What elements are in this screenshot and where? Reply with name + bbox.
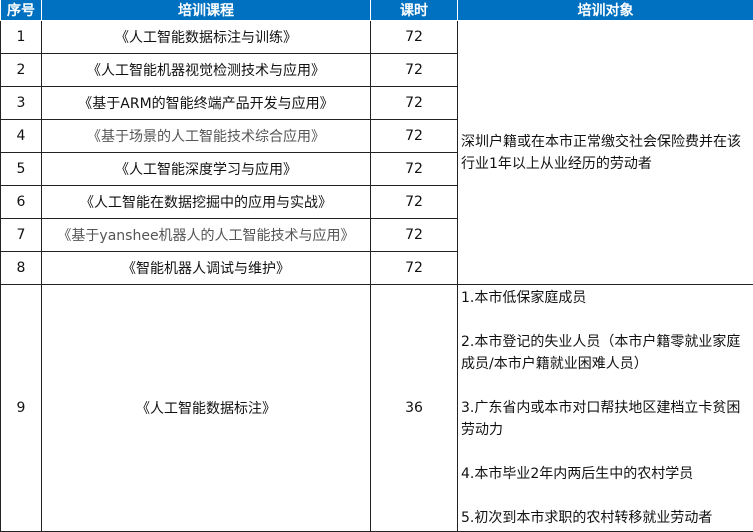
course-name: 《人工智能数据标注》 (42, 285, 371, 532)
course-name: 《人工智能数据标注与训练》 (42, 21, 371, 54)
course-name: 《基于ARM的智能终端产品开发与应用》 (42, 87, 371, 120)
course-name: 《基于yanshee机器人的人工智能技术与应用》 (42, 219, 371, 252)
row-number: 1 (1, 21, 42, 54)
row-number: 8 (1, 252, 42, 285)
header-hours: 课时 (371, 0, 458, 21)
course-name: 《人工智能深度学习与应用》 (42, 153, 371, 186)
course-hours: 72 (371, 54, 458, 87)
row-number: 5 (1, 153, 42, 186)
header-course: 培训课程 (42, 0, 371, 21)
course-name: 《智能机器人调试与维护》 (42, 252, 371, 285)
row-number: 7 (1, 219, 42, 252)
header-row: 序号 培训课程 课时 培训对象 (1, 0, 753, 21)
course-hours: 72 (371, 120, 458, 153)
header-target: 培训对象 (458, 0, 753, 21)
row-number: 4 (1, 120, 42, 153)
course-hours: 36 (371, 285, 458, 532)
course-hours: 72 (371, 219, 458, 252)
course-name: 《人工智能机器视觉检测技术与应用》 (42, 54, 371, 87)
row-number: 2 (1, 54, 42, 87)
target-item: 1.本市低保家庭成员 (461, 287, 750, 309)
target-group-general: 深圳户籍或在本市正常缴交社会保险费并在该行业1年以上从业经历的劳动者 (458, 21, 753, 285)
course-name: 《基于场景的人工智能技术综合应用》 (42, 120, 371, 153)
course-hours: 72 (371, 21, 458, 54)
course-hours: 72 (371, 252, 458, 285)
course-name: 《人工智能在数据挖掘中的应用与实战》 (42, 186, 371, 219)
course-hours: 72 (371, 153, 458, 186)
course-hours: 72 (371, 186, 458, 219)
row-number: 9 (1, 285, 42, 532)
course-hours: 72 (371, 87, 458, 120)
row-number: 3 (1, 87, 42, 120)
target-item: 2.本市登记的失业人员（本市户籍零就业家庭成员/本市户籍就业困难人员） (461, 331, 750, 375)
target-item: 3.广东省内或本市对口帮扶地区建档立卡贫困劳动力 (461, 397, 750, 441)
target-group-special: 1.本市低保家庭成员 2.本市登记的失业人员（本市户籍零就业家庭成员/本市户籍就业… (458, 285, 753, 532)
row-number: 6 (1, 186, 42, 219)
target-item: 4.本市毕业2年内两后生中的农村学员 (461, 463, 750, 485)
header-no: 序号 (1, 0, 42, 21)
target-item: 5.初次到本市求职的农村转移就业劳动者 (461, 507, 750, 529)
